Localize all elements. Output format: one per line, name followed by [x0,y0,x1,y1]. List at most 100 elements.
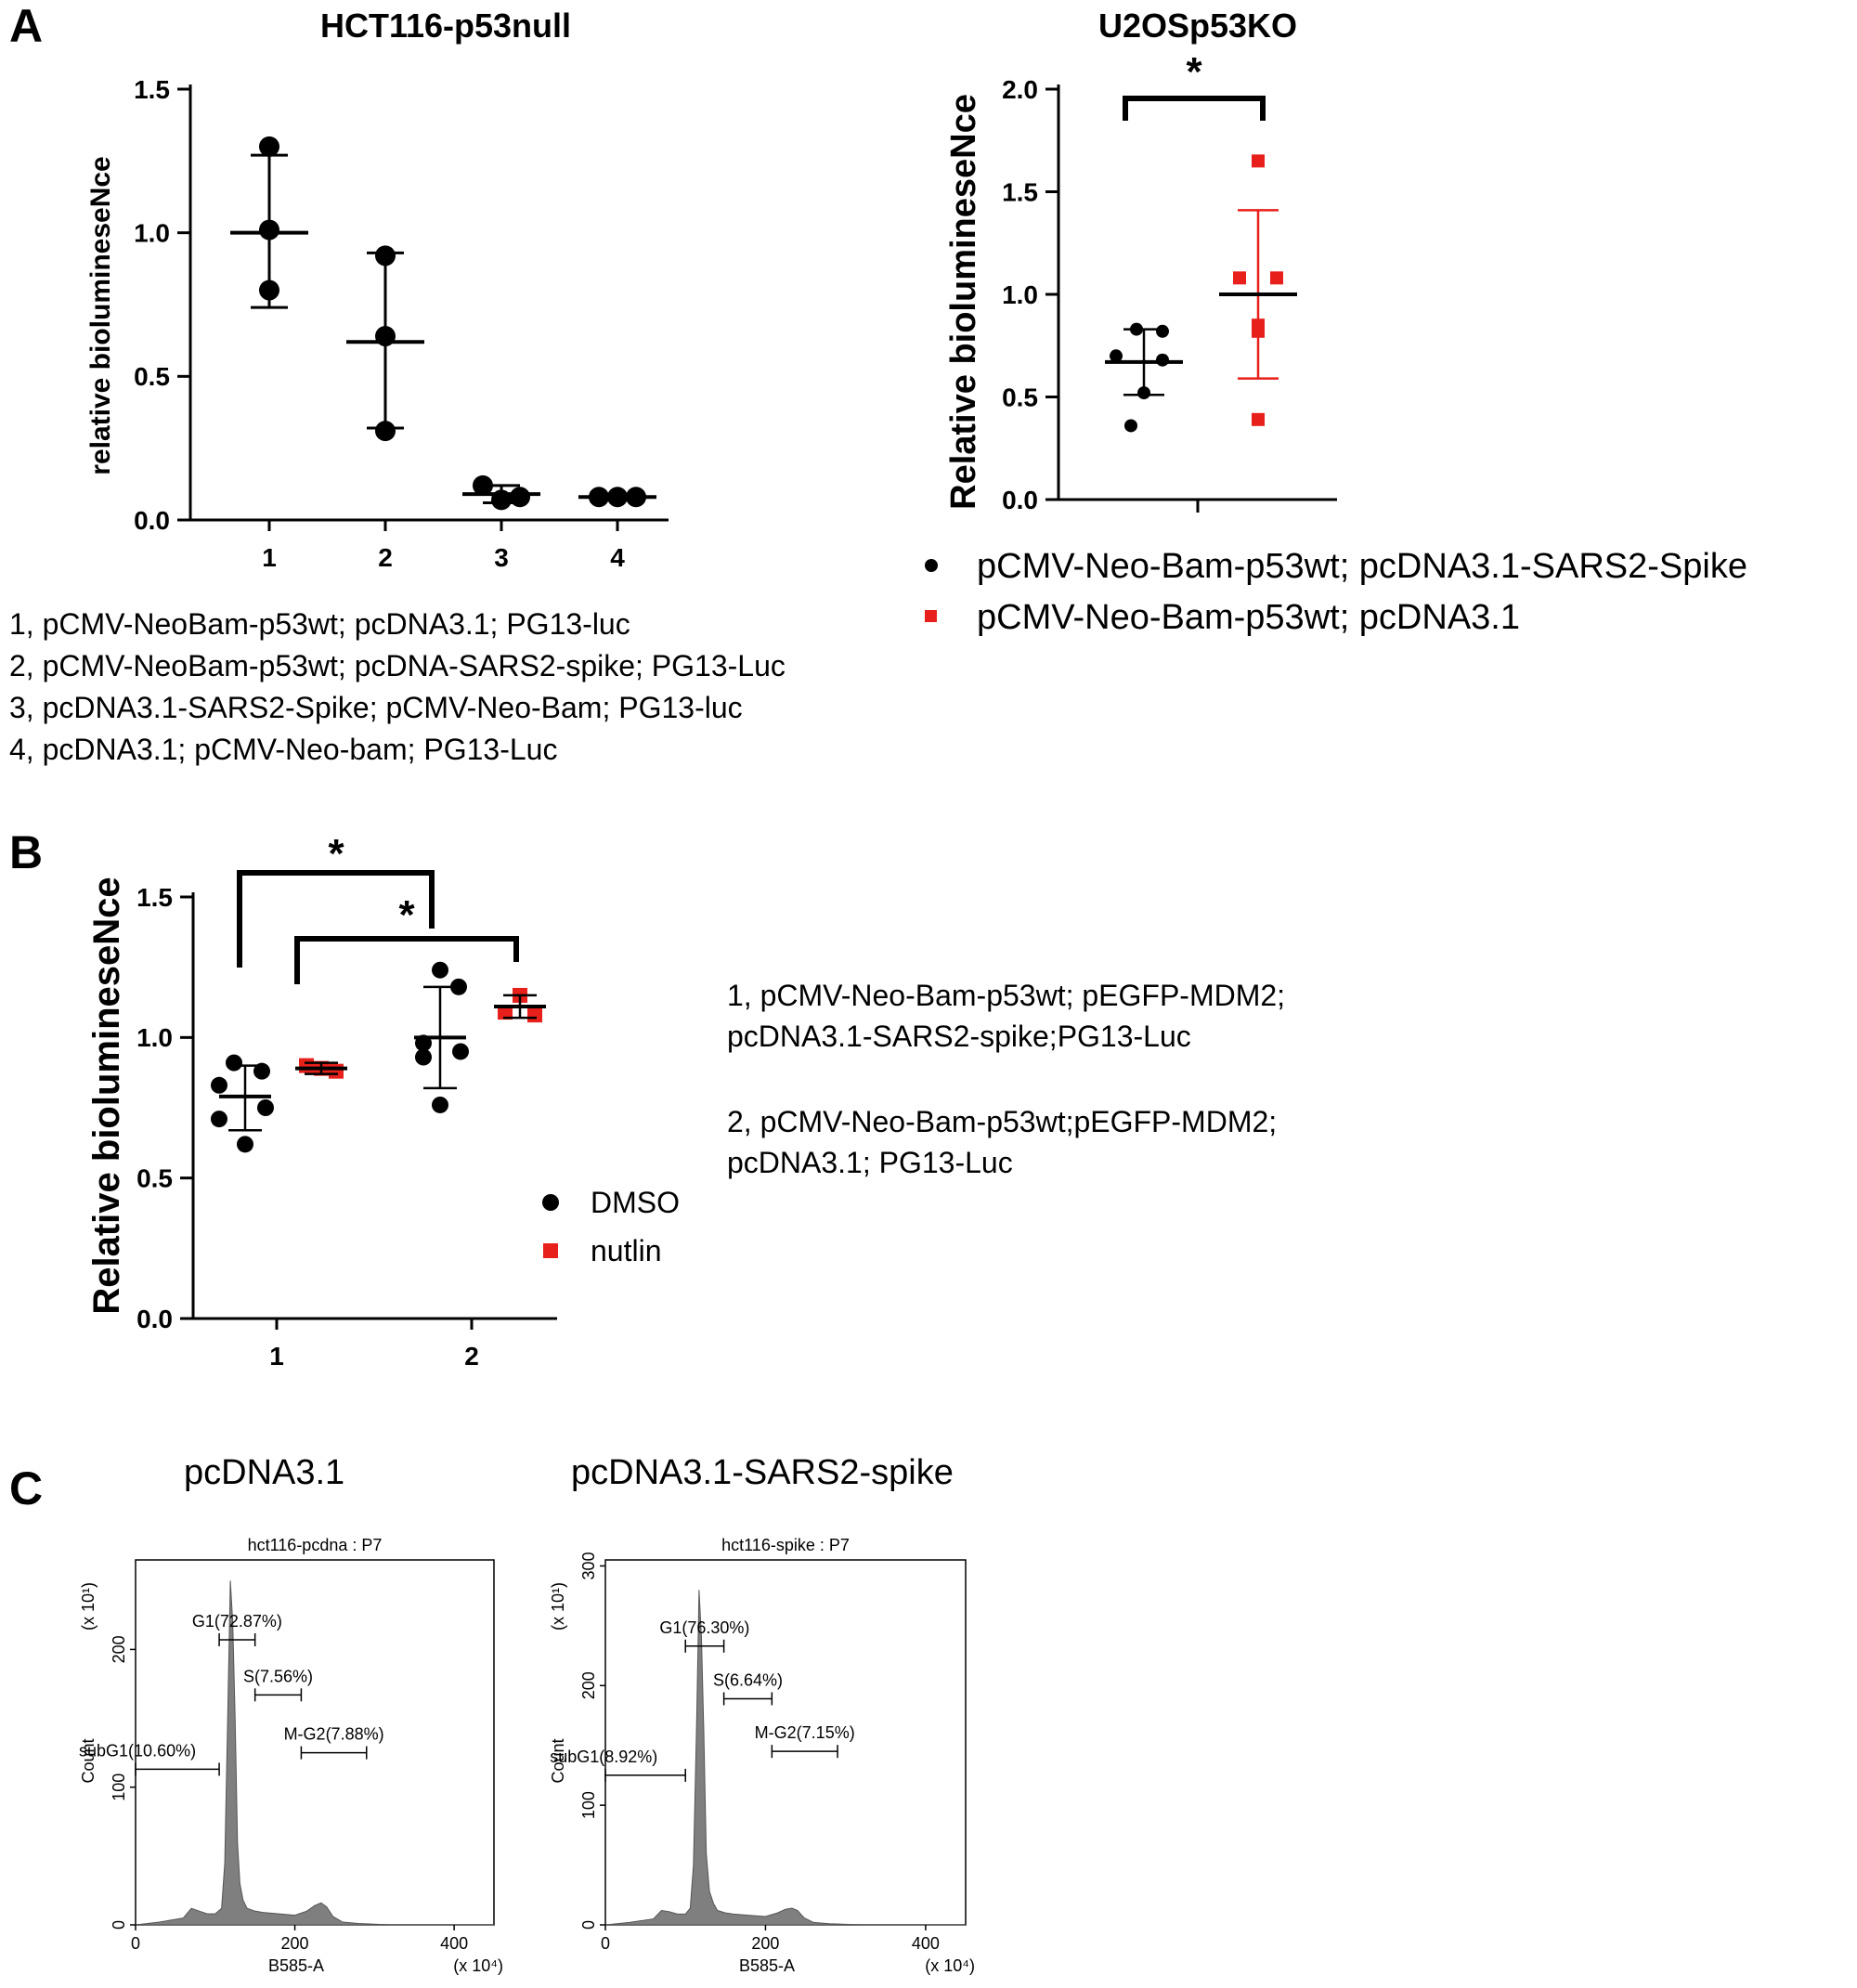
y-tick-label: 200 [110,1635,128,1663]
data-point [211,1111,227,1128]
panel-a-legend-line-1: 1, pCMV-NeoBam-p53wt; pcDNA3.1; PG13-luc [9,607,630,641]
chart-b-ylabel: Relative biolumineseNce [86,877,127,1314]
y-tick-label: 300 [579,1552,598,1579]
panel-letter-c: C [9,1462,43,1514]
y-tick-label: 200 [579,1671,598,1699]
histogram-area [135,1580,494,1926]
legend-marker-square [925,610,937,622]
y-multiplier: (x 10¹) [549,1582,567,1631]
data-point [253,1062,270,1080]
y-tick-label: 0.0 [134,506,170,535]
x-tick-label: 400 [912,1934,940,1953]
x-tick-label: 4 [610,543,625,572]
data-point [498,1005,513,1020]
x-tick-label: 1 [269,1342,284,1371]
x-axis-label: B585-A [268,1956,324,1975]
chart-c-left: hct116-pcdna : P7 0 100 200 0 200 400 B585-A (x … [79,1536,503,1975]
chart-a-left-title: HCT116-p53null [320,6,571,45]
data-point [510,487,530,508]
y-tick-label: 0.5 [136,1163,173,1192]
chart-a-left: HCT116-p53null relative biolumineseNce 0… [85,6,669,572]
x-tick-label: 400 [440,1934,468,1953]
significance-star: * [398,892,415,938]
cytometry-title-spike: pcDNA3.1-SARS2-spike [571,1453,954,1492]
data-point [257,1099,274,1116]
panel-letter-a: A [9,0,43,52]
y-tick-label: 1.5 [1002,177,1038,206]
x-tick-label: 2 [464,1342,479,1371]
cytometry-plot-title: hct116-pcdna : P7 [248,1536,383,1554]
gate-label: subG1(10.60%) [79,1741,196,1760]
y-tick-label: 0.5 [134,362,170,391]
data-point [432,961,448,979]
data-point [375,421,396,442]
significance-bracket [294,936,519,984]
data-point [527,1007,542,1023]
plot-frame [604,1559,967,1926]
gate-label: M-G2(7.88%) [284,1725,384,1744]
y-tick-label: 0.0 [1002,486,1038,514]
legend-marker-circle [925,559,938,572]
panel-b-note-2b: pcDNA3.1; PG13-Luc [727,1146,1013,1179]
y-tick-label: 0.0 [136,1305,173,1333]
y-tick-label: 0.5 [1002,383,1038,411]
chart-b: Relative biolumineseNce 0.0 0.5 1.0 1.5 1 2 * * [86,831,557,1371]
y-tick-label: 1.0 [134,218,170,247]
y-tick-label: 1.0 [136,1023,173,1052]
y-tick-label: 1.5 [134,75,170,104]
legend-marker-dmso [542,1194,559,1211]
data-point [299,1058,314,1073]
x-axis-label: B585-A [739,1956,795,1975]
data-point [226,1054,242,1072]
x-tick-label: 0 [601,1934,610,1953]
data-point [1233,271,1246,285]
significance-star: * [328,831,344,877]
panel-a-legend-line-3: 3, pcDNA3.1-SARS2-Spike; pCMV-Neo-Bam; P… [9,691,743,724]
data-point [1156,353,1169,367]
chart-a-right-ylabel: Relative biolumineseNce [944,94,983,510]
significance-bracket [1123,96,1266,121]
histogram-area [604,1590,966,1926]
significance-bracket [237,870,435,968]
data-point [1110,349,1123,363]
panel-a-legend-line-2: 2, pCMV-NeoBam-p53wt; pcDNA-SARS2-spike;… [9,649,786,682]
data-point [259,136,279,157]
y-tick-label: 0 [579,1920,598,1930]
data-point [415,1048,432,1066]
chart-a-right-title: U2OSp53KO [1098,6,1297,45]
data-point [432,1096,448,1113]
y-tick-label: 1.0 [1002,280,1038,309]
x-tick-label: 3 [494,543,509,572]
legend-marker-nutlin [543,1243,558,1258]
panel-b-notes: 1, pCMV-Neo-Bam-p53wt; pEGFP-MDM2; pcDNA… [727,979,1285,1179]
panel-b-note-1a: 1, pCMV-Neo-Bam-p53wt; pEGFP-MDM2; [727,979,1285,1012]
x-tick-label: 200 [751,1934,779,1953]
gate-label: M-G2(7.15%) [755,1723,855,1742]
panel-a-legend-line-4: 4, pcDNA3.1; pCMV-Neo-bam; PG13-Luc [9,733,557,766]
gate-label: G1(72.87%) [192,1612,282,1631]
x-tick-label: 1 [262,543,277,572]
x-tick-label: 200 [281,1934,309,1953]
data-point [1252,412,1265,426]
y-tick-label: 100 [110,1774,128,1801]
legend-label-spike: pCMV-Neo-Bam-p53wt; pcDNA3.1-SARS2-Spike [977,547,1747,586]
x-tick-label: 0 [131,1934,140,1953]
y-axis-label: Count [79,1738,97,1783]
panel-b-note-1b: pcDNA3.1-SARS2-spike;PG13-Luc [727,1020,1191,1053]
y-tick-label: 100 [579,1791,598,1819]
significance-star: * [1186,49,1202,95]
cytometry-plot-title: hct116-spike : P7 [721,1536,850,1554]
chart-c-right: hct116-spike : P7 0 100 200 300 0 200 400 B585-A… [549,1536,975,1975]
gate-label: S(6.64%) [713,1670,783,1689]
data-point [1270,271,1283,285]
gate-label: G1(76.30%) [659,1618,749,1637]
y-tick-label: 1.5 [136,883,173,912]
data-point [329,1063,344,1079]
data-point [452,1043,469,1060]
panel-a-right-legend: pCMV-Neo-Bam-p53wt; pcDNA3.1-SARS2-Spike… [925,547,1747,637]
data-point [450,978,467,995]
legend-label-nutlin: nutlin [591,1234,662,1267]
y-tick-label: 2.0 [1002,75,1038,104]
x-multiplier: (x 10⁴) [925,1956,975,1975]
panel-b-legend: DMSO nutlin [542,1186,680,1267]
